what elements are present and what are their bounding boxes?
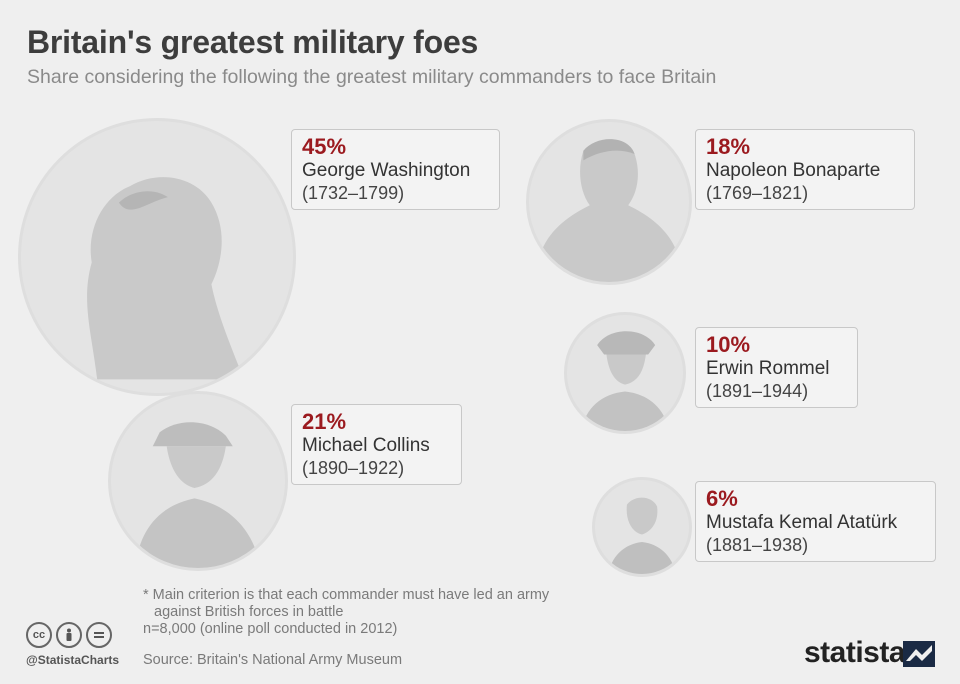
social-handle[interactable]: @StatistaCharts xyxy=(26,653,120,667)
portrait-mustafa-kemal-ataturk xyxy=(592,477,692,577)
footnote-line-2: against British forces in battle xyxy=(154,604,344,620)
chart-subtitle: Share considering the following the grea… xyxy=(27,66,717,88)
footnote: * Main criterion is that each commander … xyxy=(143,587,549,638)
portrait-michael-collins xyxy=(108,391,288,571)
ataturk-silhouette-icon xyxy=(608,497,676,574)
portrait-napoleon-bonaparte xyxy=(526,119,692,285)
category-label-michael-collins: Michael Collins xyxy=(302,435,430,456)
label-mustafa-kemal-ataturk: 6% Mustafa Kemal Atatürk (1881–1938) xyxy=(695,481,936,562)
label-napoleon-bonaparte: 18% Napoleon Bonaparte (1769–1821) xyxy=(695,129,915,210)
years-label-napoleon-bonaparte: (1769–1821) xyxy=(706,183,809,203)
years-label-erwin-rommel: (1891–1944) xyxy=(706,381,809,401)
value-label-erwin-rommel: 10% xyxy=(706,332,751,357)
nd-icon[interactable] xyxy=(86,622,112,648)
label-michael-collins: 21% Michael Collins (1890–1922) xyxy=(291,404,462,485)
label-erwin-rommel: 10% Erwin Rommel (1891–1944) xyxy=(695,327,858,408)
footnote-line-1: * Main criterion is that each commander … xyxy=(143,587,550,603)
cc-icon[interactable]: cc xyxy=(26,622,52,648)
value-label-michael-collins: 21% xyxy=(302,409,347,434)
footnote-line-3: n=8,000 (online poll conducted in 2012) xyxy=(143,621,398,637)
category-label-erwin-rommel: Erwin Rommel xyxy=(706,358,830,379)
category-label-george-washington: George Washington xyxy=(302,160,471,181)
chart-title: Britain's greatest military foes xyxy=(27,24,479,60)
napoleon-silhouette-icon xyxy=(541,139,677,282)
rommel-silhouette-icon xyxy=(580,331,670,431)
washington-silhouette-icon xyxy=(87,177,245,380)
portrait-erwin-rommel xyxy=(564,312,686,434)
years-label-mustafa-kemal-ataturk: (1881–1938) xyxy=(706,535,809,555)
category-label-mustafa-kemal-ataturk: Mustafa Kemal Atatürk xyxy=(706,512,898,533)
value-label-mustafa-kemal-ataturk: 6% xyxy=(706,486,738,511)
by-icon[interactable] xyxy=(56,622,82,648)
value-label-george-washington: 45% xyxy=(302,134,347,159)
collins-silhouette-icon xyxy=(135,422,261,568)
license-icons: cc xyxy=(26,622,112,648)
portrait-george-washington xyxy=(18,118,296,396)
label-george-washington: 45% George Washington (1732–1799) xyxy=(291,129,500,210)
value-label-napoleon-bonaparte: 18% xyxy=(706,134,751,159)
years-label-michael-collins: (1890–1922) xyxy=(302,458,405,478)
statista-logo[interactable]: statista xyxy=(804,636,906,669)
statista-logo-icon xyxy=(903,641,935,667)
years-label-george-washington: (1732–1799) xyxy=(302,183,405,203)
category-label-napoleon-bonaparte: Napoleon Bonaparte xyxy=(706,160,881,181)
source-note: Source: Britain's National Army Museum xyxy=(143,652,403,668)
